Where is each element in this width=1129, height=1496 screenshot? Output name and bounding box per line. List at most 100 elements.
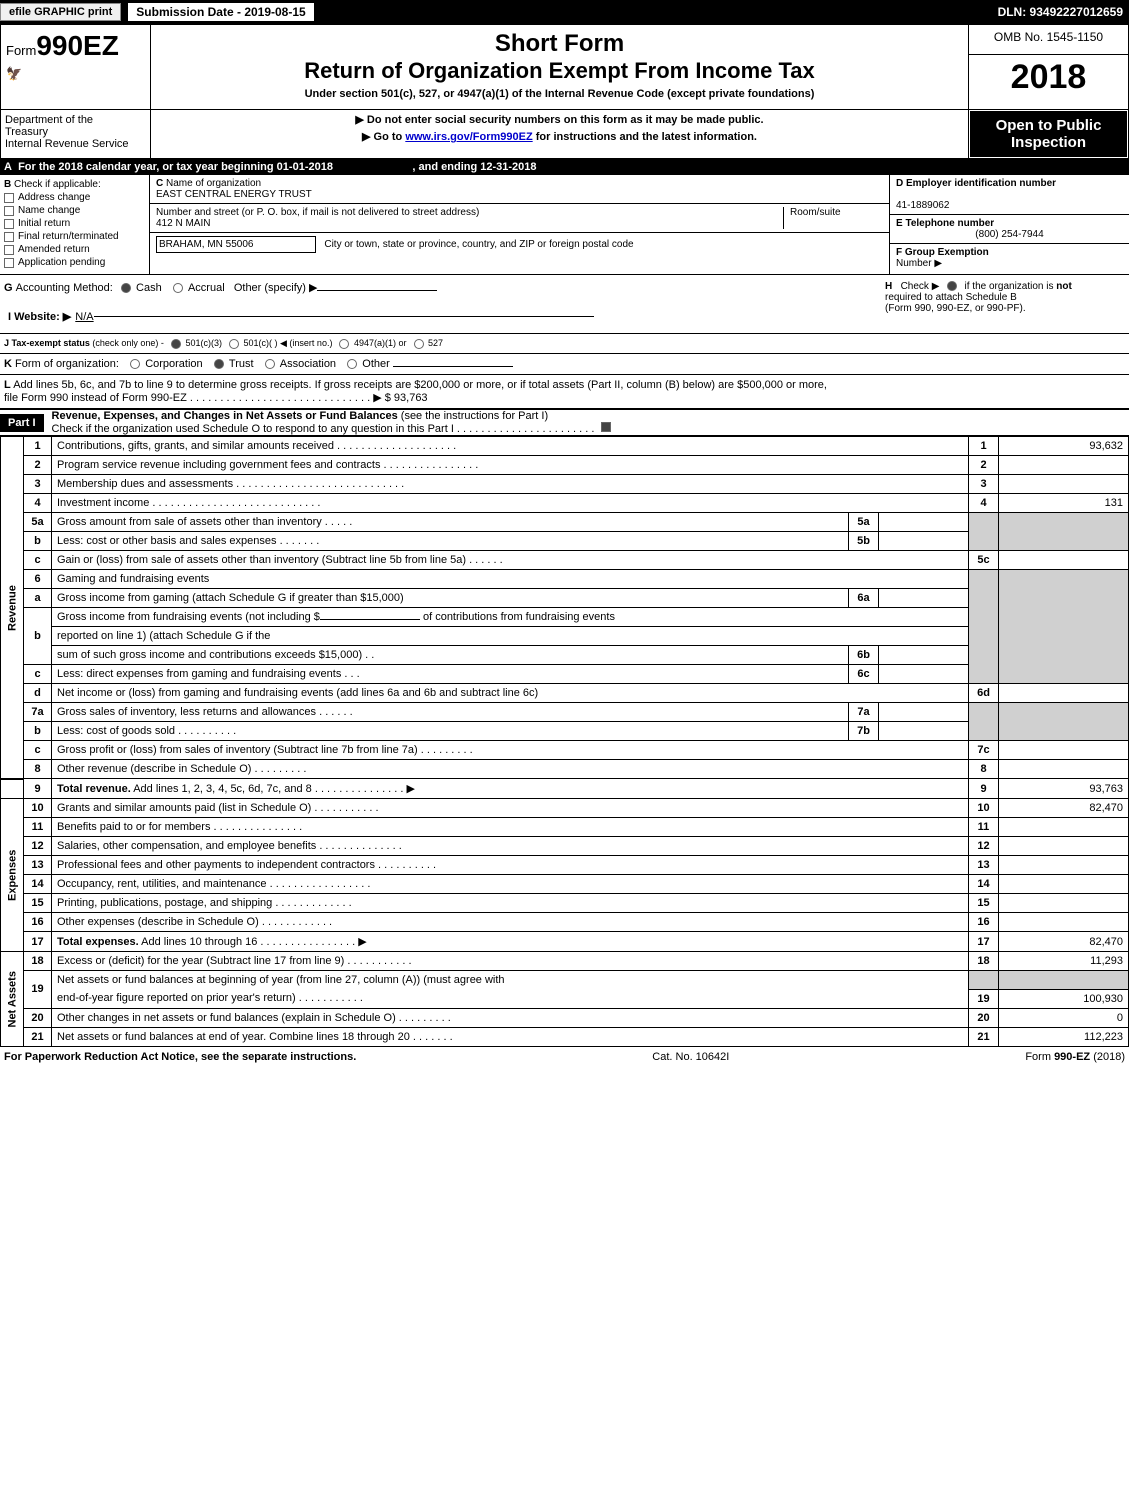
j-501c-radio[interactable]	[229, 339, 239, 349]
irs-link[interactable]: www.irs.gov/Form990EZ	[405, 131, 532, 143]
row-a-text-1: For the 2018 calendar year, or tax year …	[18, 161, 333, 173]
line-21-num: 21	[24, 1027, 52, 1046]
f-group-label: F Group Exemption	[896, 247, 989, 258]
e-phone-label: E Telephone number	[896, 218, 994, 229]
tax-year: 2018	[970, 56, 1127, 99]
section-bcdef: B Check if applicable: Address change Na…	[0, 175, 1129, 275]
line-3-text: Membership dues and assessments . . . . …	[52, 475, 969, 494]
c-label: C	[156, 178, 163, 189]
line-5a-text: Gross amount from sale of assets other t…	[52, 513, 849, 532]
line-19-text-2: end-of-year figure reported on prior yea…	[52, 989, 969, 1008]
j-501c3-radio[interactable]	[171, 339, 181, 349]
line-20-num: 20	[24, 1008, 52, 1027]
row-a-label: A	[4, 161, 12, 173]
dept-line-3: Internal Revenue Service	[5, 138, 129, 150]
efile-print-button[interactable]: efile GRAPHIC print	[0, 3, 121, 21]
part-1-schedule-o-checkbox[interactable]	[601, 422, 611, 432]
line-17-val: 82,470	[999, 932, 1129, 952]
department-label: Department of the Treasury Internal Reve…	[1, 110, 151, 159]
line-15-num: 15	[24, 894, 52, 913]
line-20-val: 0	[999, 1008, 1129, 1027]
other-specify-input[interactable]	[317, 290, 437, 291]
line-5b-text: Less: cost or other basis and sales expe…	[52, 532, 849, 551]
k-other-radio[interactable]	[347, 359, 357, 369]
line-5b-mv	[879, 532, 969, 551]
shaded-19-val	[999, 971, 1129, 990]
k-assoc: Association	[280, 358, 336, 370]
cash-radio[interactable]	[121, 283, 131, 293]
line-7b-num: b	[24, 722, 52, 741]
line-5c-val	[999, 551, 1129, 570]
name-change-checkbox[interactable]	[4, 206, 14, 216]
j-527-radio[interactable]	[414, 339, 424, 349]
line-14-rn: 14	[969, 875, 999, 894]
line-8-num: 8	[24, 760, 52, 779]
do-not-enter: ▶ Do not enter social security numbers o…	[152, 111, 967, 128]
line-6c-text: Less: direct expenses from gaming and fu…	[52, 665, 849, 684]
column-def: D Employer identification number 41-1889…	[889, 175, 1129, 274]
under-section: Under section 501(c), 527, or 4947(a)(1)…	[152, 84, 967, 108]
form-number: 990EZ	[36, 30, 119, 61]
j-opt1: 501(c)(3)	[185, 338, 222, 348]
line-10-val: 82,470	[999, 799, 1129, 818]
k-other-input[interactable]	[393, 366, 513, 367]
line-13-text: Professional fees and other payments to …	[52, 856, 969, 875]
line-k: K Form of organization: Corporation Trus…	[0, 354, 1129, 375]
line-5a-mv	[879, 513, 969, 532]
line-7a-num: 7a	[24, 703, 52, 722]
line-16-val	[999, 913, 1129, 932]
line-5c-num: c	[24, 551, 52, 570]
part-1-badge: Part I	[0, 414, 44, 432]
initial-return-checkbox[interactable]	[4, 219, 14, 229]
line-9-rn: 9	[969, 779, 999, 799]
line-6b-t3: reported on line 1) (attach Schedule G i…	[52, 627, 969, 646]
accrual-radio[interactable]	[173, 283, 183, 293]
line-7b-text: Less: cost of goods sold . . . . . . . .…	[52, 722, 849, 741]
line-3-num: 3	[24, 475, 52, 494]
line-19-num: 19	[24, 971, 52, 1009]
amended-return-checkbox[interactable]	[4, 245, 14, 255]
dln-number: DLN: 93492227012659	[998, 5, 1129, 19]
line-6a-num: a	[24, 589, 52, 608]
address-change-checkbox[interactable]	[4, 193, 14, 203]
h-text-3: (Form 990, 990-EZ, or 990-PF).	[885, 303, 1026, 314]
k-corp-radio[interactable]	[130, 359, 140, 369]
line-6b-mv	[879, 646, 969, 665]
k-corp: Corporation	[145, 358, 202, 370]
check-if-label: Check if applicable:	[14, 179, 101, 190]
submission-date: Submission Date - 2019-08-15	[127, 2, 314, 22]
j-4947-radio[interactable]	[339, 339, 349, 349]
h-checkbox[interactable]	[947, 281, 957, 291]
line-12-rn: 12	[969, 837, 999, 856]
part-1-sub: (see the instructions for Part I)	[401, 410, 548, 422]
line-6d-val	[999, 684, 1129, 703]
h-text-1: if the organization is	[965, 281, 1054, 292]
amended-return-label: Amended return	[18, 244, 90, 255]
k-trust-radio[interactable]	[214, 359, 224, 369]
line-16-rn: 16	[969, 913, 999, 932]
go-to-post: for instructions and the latest informat…	[533, 131, 757, 143]
line-6d-rn: 6d	[969, 684, 999, 703]
c-name-label: Name of organization	[166, 178, 261, 189]
l-text-1: Add lines 5b, 6c, and 7b to line 9 to de…	[13, 379, 827, 391]
initial-return-label: Initial return	[18, 218, 70, 229]
i-website-label: I Website: ▶	[8, 310, 71, 323]
city-value: BRAHAM, MN 55006	[156, 236, 316, 253]
line-17-rn: 17	[969, 932, 999, 952]
final-return-checkbox[interactable]	[4, 232, 14, 242]
line-7a-mn: 7a	[849, 703, 879, 722]
expenses-label: Expenses	[1, 799, 24, 952]
line-8-text: Other revenue (describe in Schedule O) .…	[52, 760, 969, 779]
form-prefix: Form	[6, 43, 36, 58]
line-5c-text: Gain or (loss) from sale of assets other…	[52, 551, 969, 570]
footer-left: For Paperwork Reduction Act Notice, see …	[4, 1051, 356, 1063]
dept-line-2: Treasury	[5, 126, 48, 138]
app-pending-checkbox[interactable]	[4, 258, 14, 268]
line-6b-amount-input[interactable]	[320, 619, 420, 620]
line-6b-t1: Gross income from fundraising events (no…	[57, 611, 320, 623]
k-assoc-radio[interactable]	[265, 359, 275, 369]
line-10-num: 10	[24, 799, 52, 818]
line-14-text: Occupancy, rent, utilities, and maintena…	[52, 875, 969, 894]
address-change-label: Address change	[18, 192, 90, 203]
line-19-text-1: Net assets or fund balances at beginning…	[52, 971, 969, 990]
